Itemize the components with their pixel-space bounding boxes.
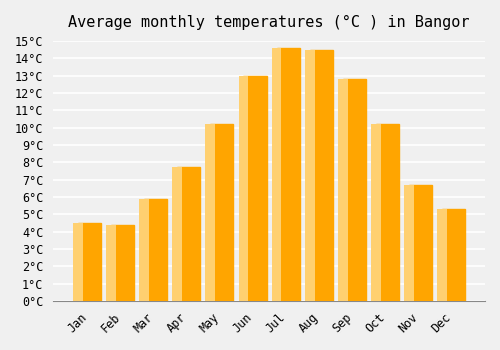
Bar (338, 79, 347, 301)
Bar (177, 167, 201, 301)
Bar (139, 199, 149, 301)
Bar (442, 209, 466, 301)
Title: Average monthly temperatures (°C ) in Bangor: Average monthly temperatures (°C ) in Ba… (68, 15, 470, 30)
Bar (106, 225, 116, 301)
Bar (404, 185, 414, 301)
Bar (305, 50, 314, 301)
Bar (276, 48, 299, 301)
Bar (438, 209, 447, 301)
Bar (210, 124, 234, 301)
Bar (310, 50, 333, 301)
Bar (73, 223, 83, 301)
Bar (343, 79, 366, 301)
Bar (409, 185, 432, 301)
Bar (376, 124, 399, 301)
Bar (144, 199, 167, 301)
Bar (238, 76, 248, 301)
Bar (371, 124, 381, 301)
Bar (172, 167, 182, 301)
Bar (272, 48, 281, 301)
Bar (244, 76, 266, 301)
Bar (78, 223, 101, 301)
Bar (206, 124, 215, 301)
Bar (111, 225, 134, 301)
